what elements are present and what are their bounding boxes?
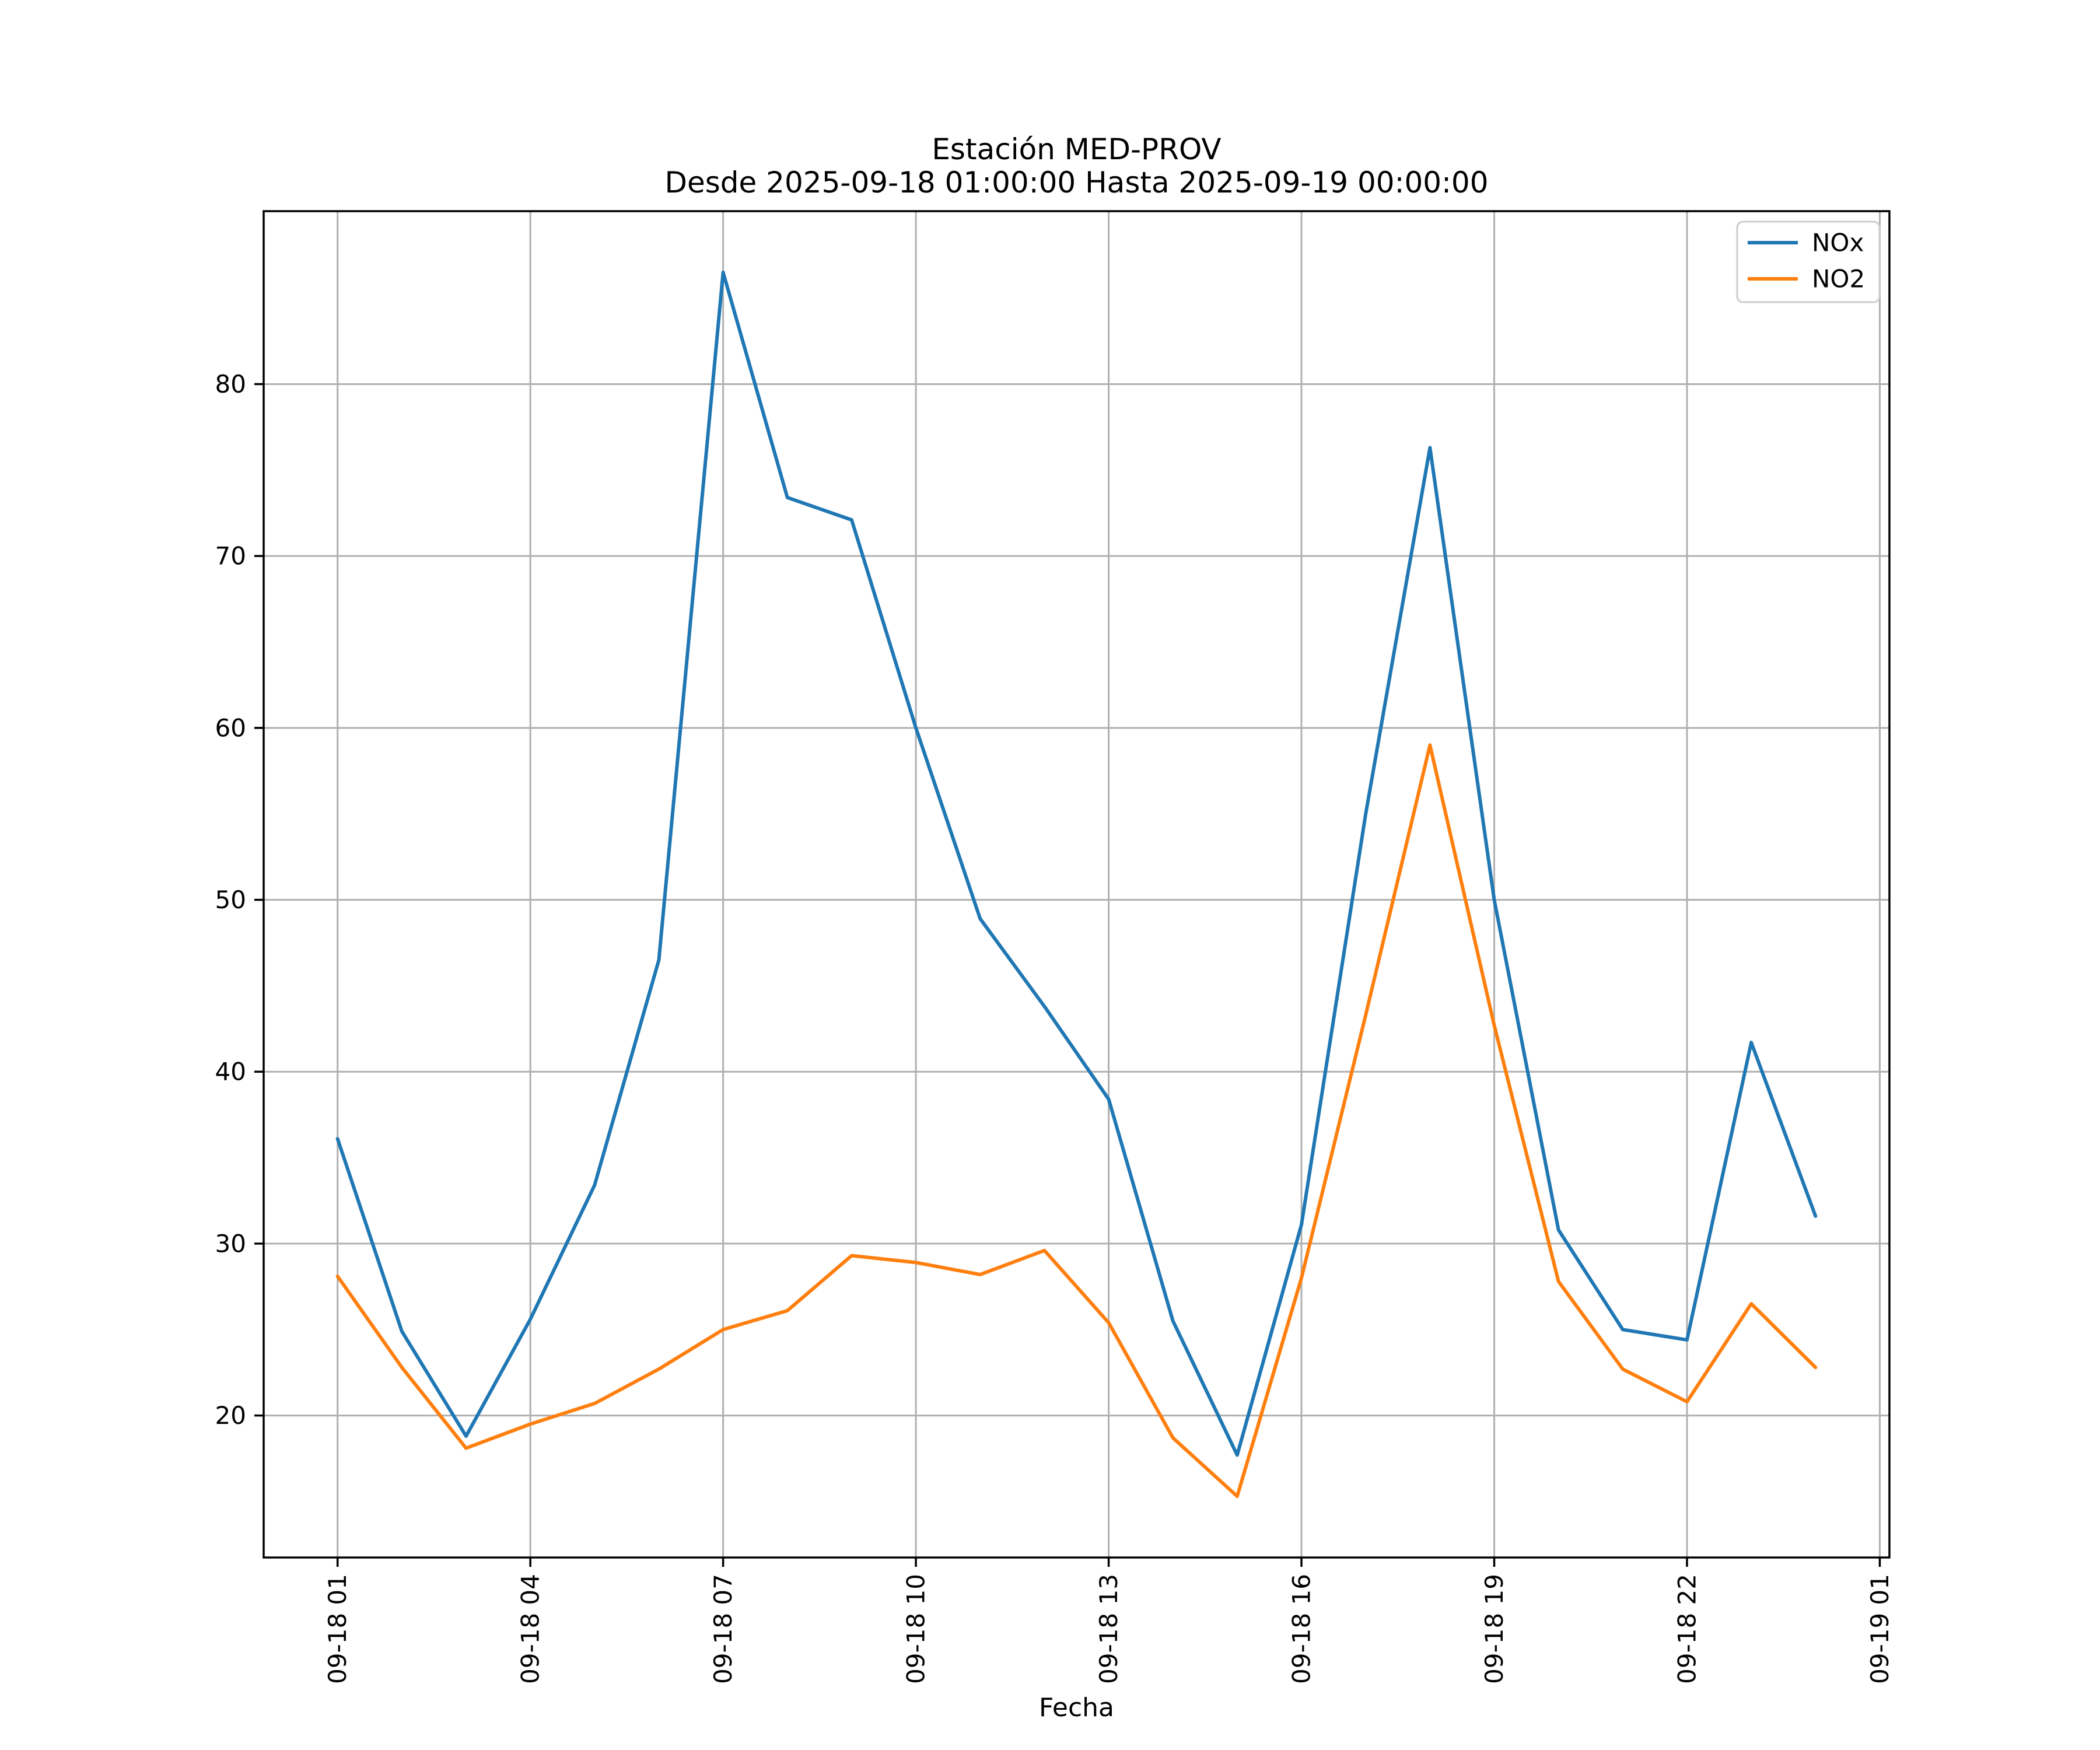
plot-border [262,210,1891,1559]
x-tick-label: 09-18 04 [516,1574,545,1684]
x-tick-label: 09-18 01 [323,1574,352,1684]
series-line-NOx [335,270,1818,1457]
legend-label-NO2: NO2 [1812,265,1865,293]
x-tick-label: 09-19 01 [1866,1574,1894,1684]
x-tick-label: 09-18 07 [709,1574,737,1684]
y-tick-label: 80 [215,370,246,398]
y-tick-label: 30 [215,1229,246,1258]
x-tick-label: 09-18 10 [902,1574,930,1684]
y-tick-label: 50 [215,886,246,914]
x-tick-label: 09-18 16 [1287,1574,1316,1684]
x-tick-label: 09-18 22 [1673,1574,1702,1684]
x-tick-label: 09-18 19 [1480,1574,1508,1684]
y-tick-label: 60 [215,713,246,742]
x-axis-label: Fecha [1038,1693,1114,1723]
y-tick-label: 20 [215,1401,246,1430]
legend-label-NOx: NOx [1812,229,1864,257]
chart-title: Estación MED-PROV [932,132,1222,166]
y-tick-label: 70 [215,542,246,570]
y-tick-label: 40 [215,1058,246,1086]
chart-title-block: Estación MED-PROV Desde 2025-09-18 01:00… [264,133,1889,200]
chart-subtitle: Desde 2025-09-18 01:00:00 Hasta 2025-09-… [664,166,1489,200]
x-tick-label: 09-18 13 [1094,1574,1123,1684]
series-line-NO2 [335,743,1818,1499]
